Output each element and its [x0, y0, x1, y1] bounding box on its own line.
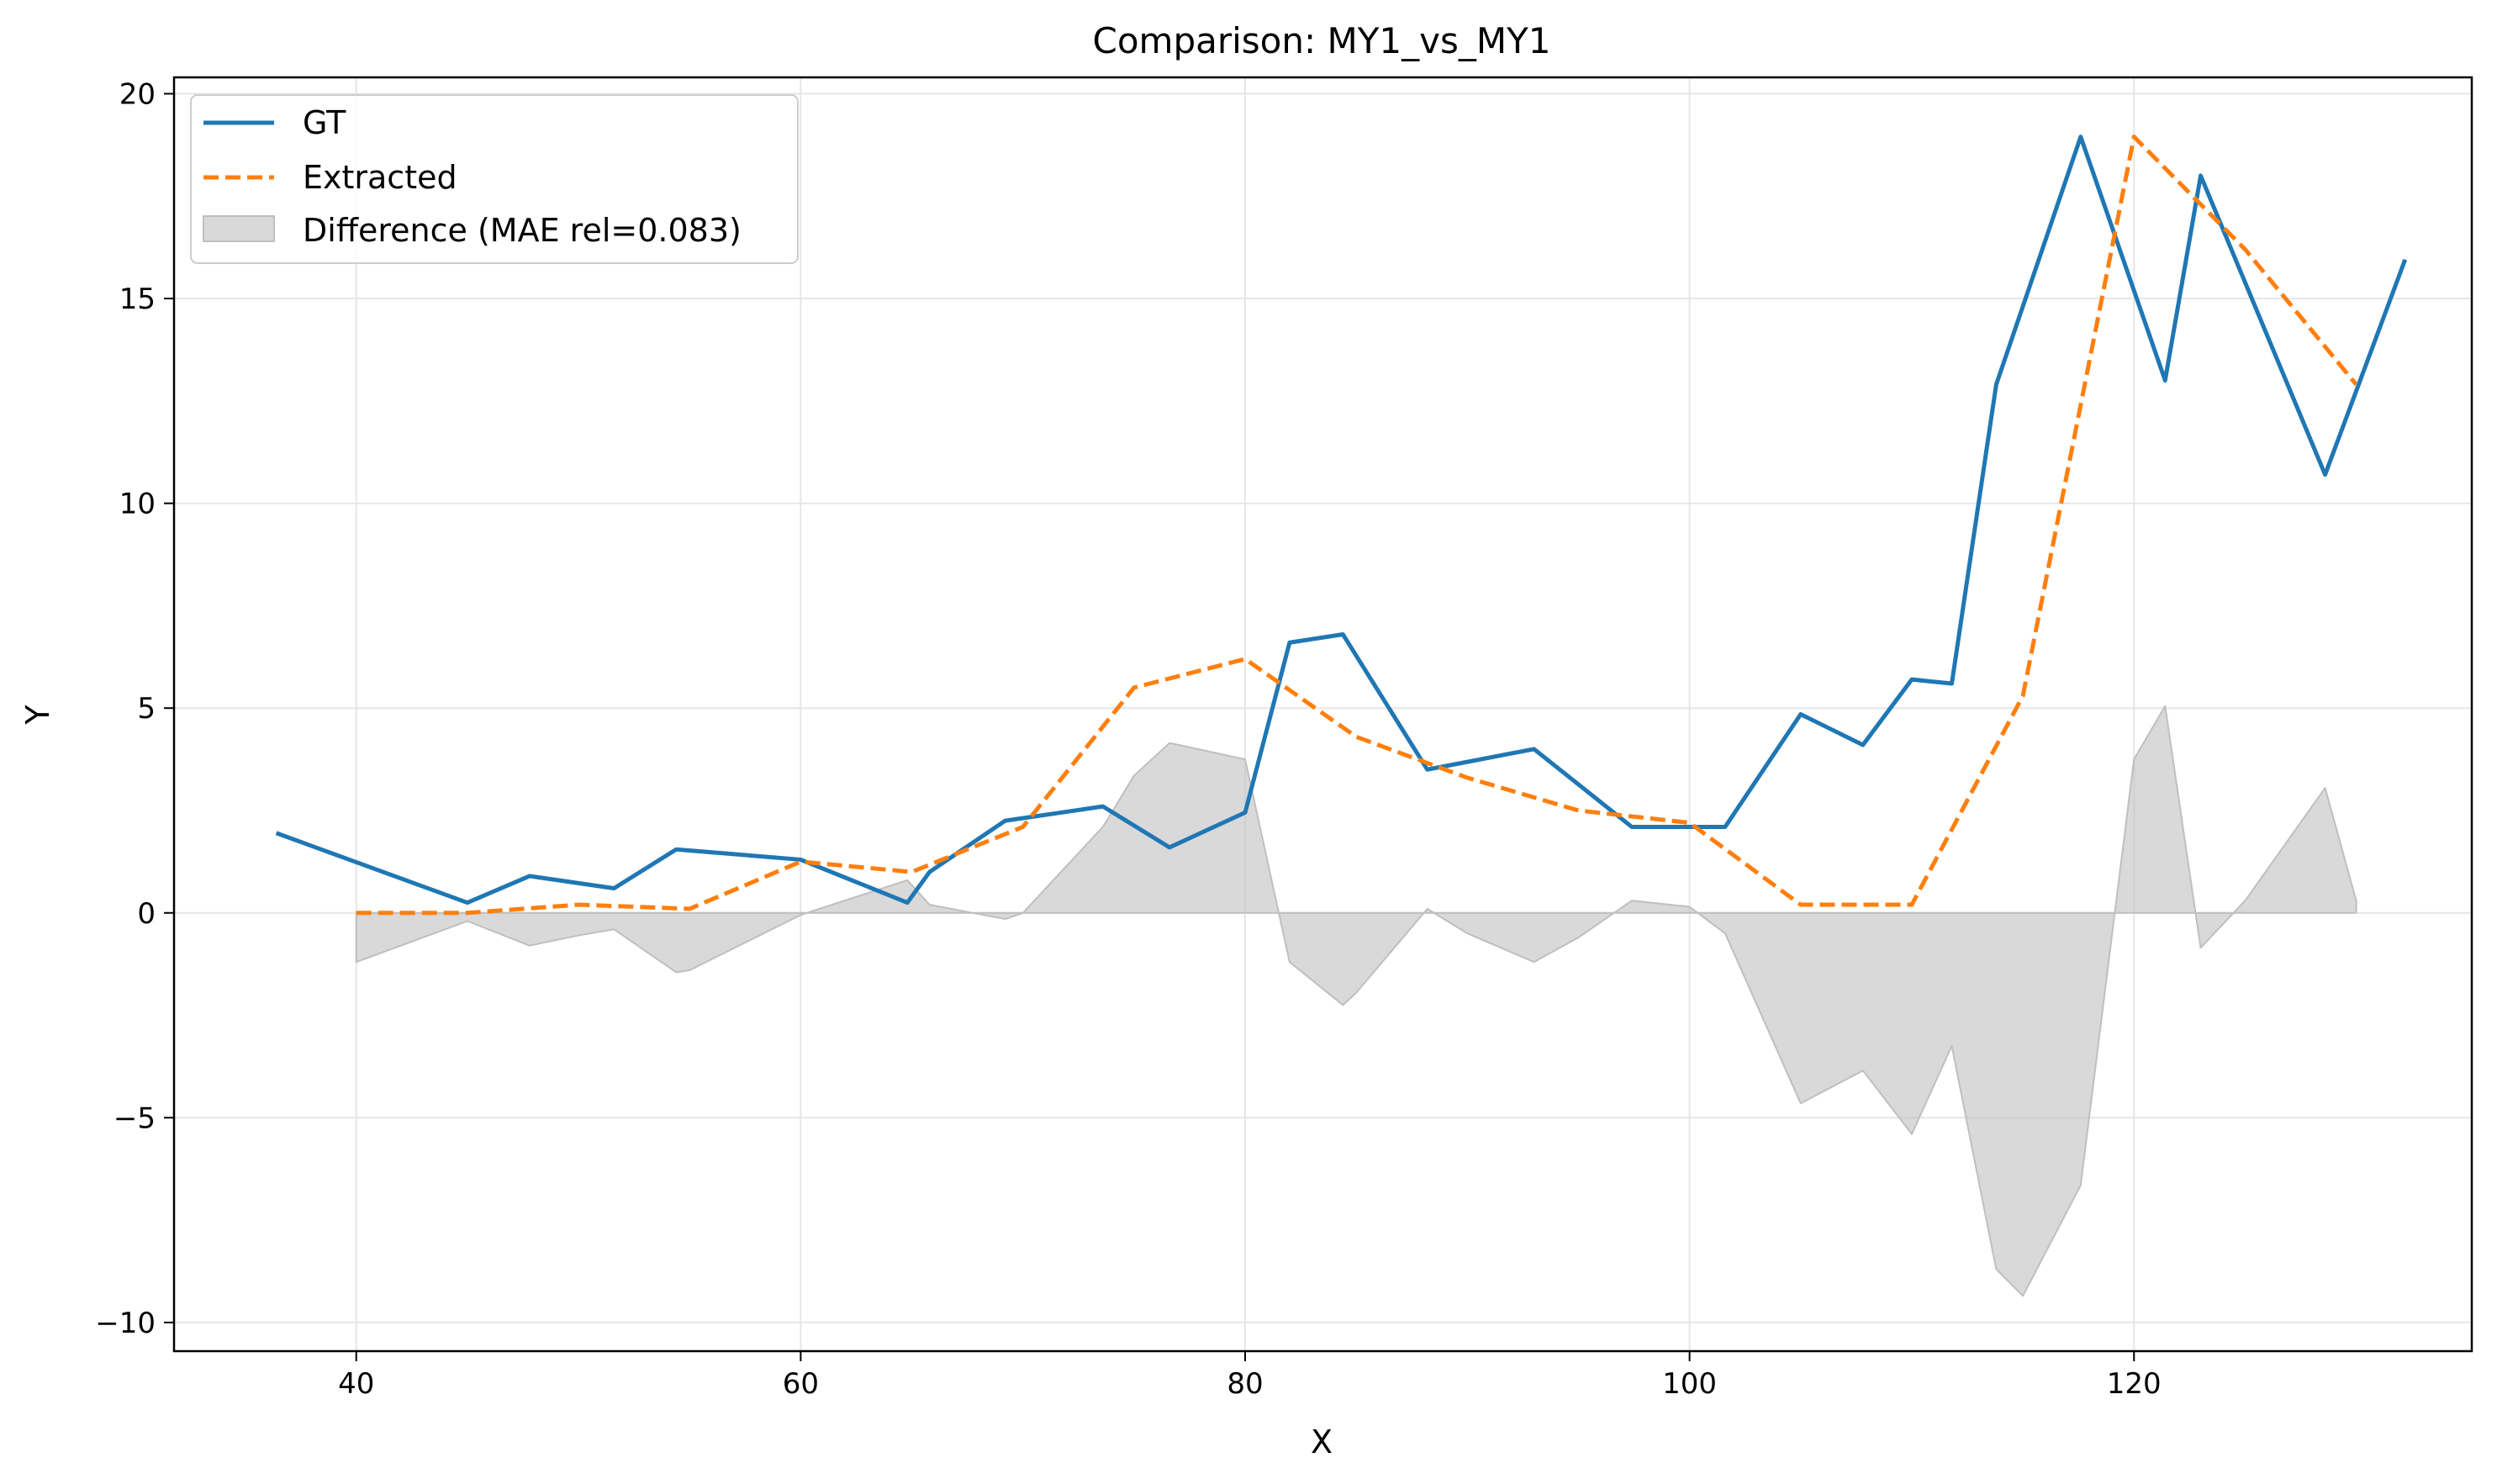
difference-fill — [355, 705, 2357, 1297]
y-tick-label: −10 — [95, 1307, 156, 1340]
legend-label-gt: GT — [303, 104, 346, 141]
x-tick-label: 80 — [1227, 1367, 1263, 1401]
series-extracted — [356, 135, 2358, 916]
legend-swatch-difference — [203, 215, 275, 242]
x-tick-label: 100 — [1662, 1367, 1717, 1401]
x-axis: 40 60 80 100 120 — [338, 1351, 2162, 1401]
series-lines — [275, 135, 2408, 916]
y-tick-label: 10 — [119, 488, 156, 521]
difference-area — [355, 705, 2357, 1297]
y-tick-label: 0 — [137, 897, 156, 931]
legend: GT Extracted Difference (MAE rel=0.083) — [190, 94, 799, 264]
y-tick-label: 15 — [119, 283, 156, 316]
series-line — [356, 135, 2358, 916]
y-tick-label: 5 — [137, 692, 156, 726]
x-axis-label: X — [1311, 1423, 1333, 1460]
y-tick-label: 20 — [119, 77, 156, 111]
legend-label-difference: Difference (MAE rel=0.083) — [303, 212, 742, 249]
x-tick-label: 120 — [2107, 1367, 2162, 1401]
x-tick-label: 40 — [338, 1367, 374, 1401]
x-tick-label: 60 — [783, 1367, 819, 1401]
series-line — [275, 135, 2408, 906]
y-axis: −10 −5 0 5 10 15 20 — [95, 77, 174, 1340]
legend-box — [190, 94, 799, 264]
y-tick-label: −5 — [114, 1101, 156, 1135]
plot-frame — [172, 76, 2473, 1353]
grid — [174, 77, 2472, 1351]
y-axis-label: Y — [19, 705, 56, 726]
chart-title: Comparison: MY1_vs_MY1 — [1093, 20, 1551, 61]
series-gt — [275, 135, 2408, 906]
legend-label-extracted: Extracted — [303, 159, 457, 196]
